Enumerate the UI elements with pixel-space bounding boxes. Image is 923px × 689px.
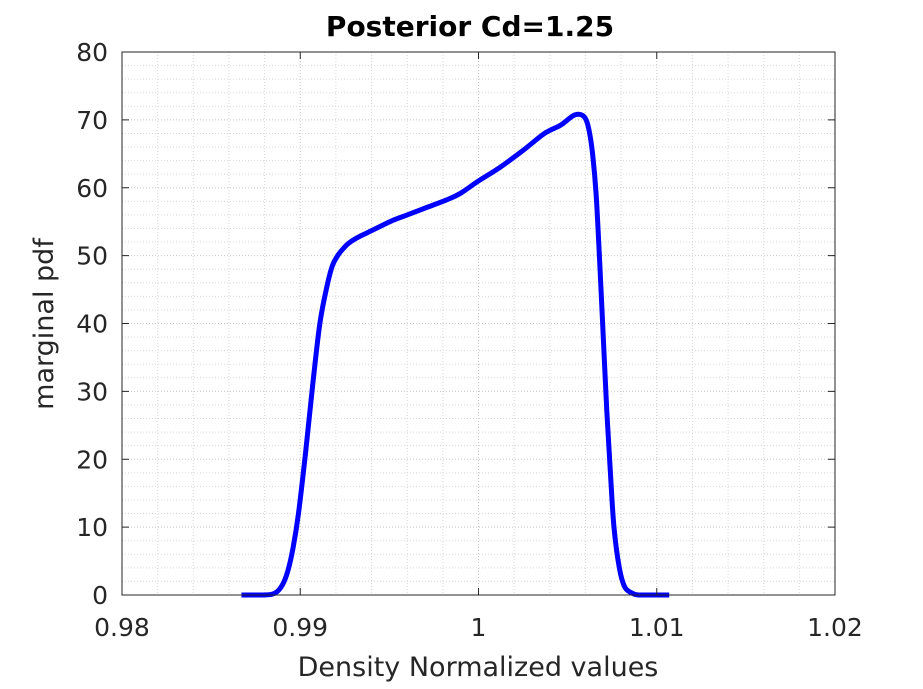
x-axis-label: Density Normalized values [298, 652, 659, 683]
y-tick-label: 0 [92, 581, 108, 610]
x-tick-label: 0.98 [94, 613, 150, 642]
y-tick-label: 30 [76, 377, 108, 406]
y-axis-label: marginal pdf [29, 237, 60, 410]
x-tick-label: 0.99 [272, 613, 328, 642]
y-tick-label: 10 [76, 513, 108, 542]
y-tick-label: 60 [76, 174, 108, 203]
y-tick-label: 70 [76, 106, 108, 135]
chart-title: Posterior Cd=1.25 [326, 10, 614, 43]
y-tick-label: 80 [76, 38, 108, 67]
y-tick-label: 50 [76, 242, 108, 271]
x-tick-labels: 0.98 0.99 1 1.01 1.02 [94, 613, 863, 642]
x-tick-label: 1.01 [629, 613, 685, 642]
x-tick-label: 1.02 [807, 613, 863, 642]
minor-grid [122, 52, 835, 595]
y-tick-label: 20 [76, 445, 108, 474]
tick-marks [121, 51, 836, 596]
y-tick-labels: 0 10 20 30 40 50 60 70 80 [76, 38, 108, 610]
y-tick-label: 40 [76, 310, 108, 339]
x-tick-label: 1 [471, 613, 487, 642]
series-line [241, 111, 670, 598]
